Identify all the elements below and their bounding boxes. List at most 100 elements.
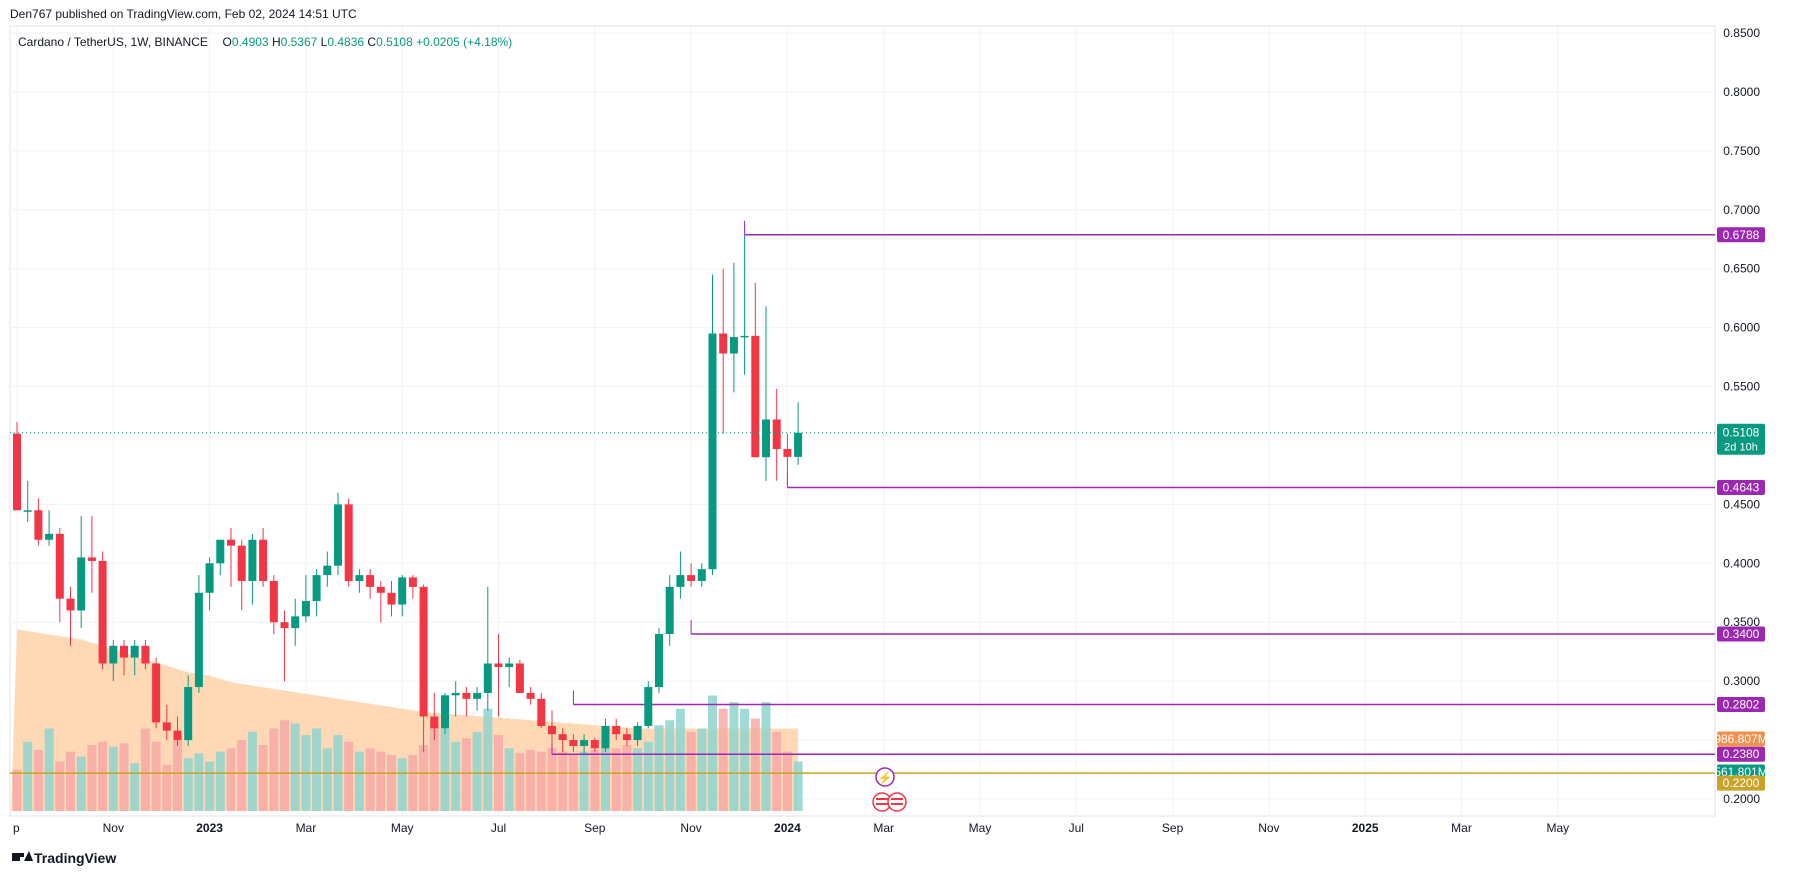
candle-body bbox=[45, 533, 54, 540]
volume-bar bbox=[130, 763, 140, 811]
volume-bar bbox=[87, 745, 97, 811]
volume-bar bbox=[697, 728, 707, 811]
volume-bar bbox=[183, 758, 193, 811]
volume-bar bbox=[23, 741, 33, 811]
volume-bar bbox=[376, 751, 386, 811]
level-badge: 0.4643 bbox=[1723, 481, 1760, 495]
level-badge: 0.2380 bbox=[1723, 747, 1760, 761]
time-tick-label: Mar bbox=[1451, 821, 1472, 835]
symbol-title[interactable]: Cardano / TetherUS, 1W, BINANCE bbox=[18, 35, 208, 49]
price-tick-label: 0.8500 bbox=[1723, 26, 1760, 40]
volume-bar bbox=[654, 725, 664, 811]
change-value: +0.0205 (+4.18%) bbox=[416, 35, 513, 49]
candle-body bbox=[291, 616, 300, 629]
countdown-badge: 2d 10h bbox=[1724, 442, 1758, 454]
price-tick-label: 0.4000 bbox=[1723, 556, 1760, 570]
price-tick-label: 0.6000 bbox=[1723, 321, 1760, 335]
volume-bar bbox=[750, 718, 760, 811]
level-badge-bg bbox=[1717, 626, 1765, 642]
volume-bar bbox=[151, 741, 161, 811]
candle-body bbox=[55, 533, 64, 599]
time-tick-label: Sep bbox=[584, 821, 606, 835]
candle-body bbox=[708, 333, 717, 570]
time-axis[interactable]: p Nov 2023 Mar May Jul Sep Nov 2024 Mar May Jul Sep N… bbox=[13, 821, 1569, 835]
volume-bar bbox=[237, 740, 247, 811]
volume-bar bbox=[12, 769, 22, 811]
candle-body bbox=[130, 645, 139, 658]
candle-body bbox=[205, 563, 214, 593]
volume-bar bbox=[708, 695, 717, 811]
volume-bar bbox=[526, 749, 536, 811]
volume-bar bbox=[568, 754, 578, 811]
volume-bar bbox=[665, 720, 675, 811]
time-tick-label: Nov bbox=[1258, 821, 1279, 835]
time-tick-label: p bbox=[13, 821, 20, 835]
published-line: Den767 published on TradingView.com, Feb… bbox=[10, 7, 357, 21]
time-tick-label: 2025 bbox=[1352, 821, 1379, 835]
volume-bar bbox=[761, 702, 771, 811]
volume-bar bbox=[194, 753, 204, 811]
volume-bar bbox=[643, 741, 653, 811]
volume-bar bbox=[108, 746, 118, 811]
price-axis[interactable]: 0.8500 0.8000 0.7500 0.7000 0.6500 0.6000 0.55… bbox=[1723, 26, 1760, 806]
candle-body bbox=[248, 539, 257, 581]
volume-ma-badge-bg bbox=[1717, 731, 1765, 747]
candle-body bbox=[590, 740, 599, 749]
volume-bar bbox=[226, 748, 236, 811]
time-tick-label: Nov bbox=[680, 821, 701, 835]
candle-body bbox=[280, 622, 289, 629]
time-tick-label: May bbox=[1546, 821, 1569, 835]
volume-bar bbox=[536, 751, 546, 811]
candle-body bbox=[366, 575, 375, 587]
candle-body bbox=[77, 557, 86, 611]
volume-bar bbox=[729, 702, 739, 811]
candle-body bbox=[729, 337, 738, 354]
volume-bar bbox=[247, 731, 257, 811]
candles bbox=[13, 234, 803, 755]
candle-body bbox=[109, 645, 118, 664]
candle-body bbox=[740, 335, 749, 338]
price-tick-label: 0.7000 bbox=[1723, 203, 1760, 217]
open-value: 0.4903 bbox=[231, 35, 269, 49]
low-value: 0.4836 bbox=[327, 35, 365, 49]
volume-bar bbox=[440, 728, 450, 811]
time-tick-label: Jul bbox=[1069, 821, 1084, 835]
time-tick-label: May bbox=[391, 821, 414, 835]
candle-body bbox=[462, 692, 471, 699]
volume-bar bbox=[547, 748, 557, 811]
candle-body bbox=[259, 539, 268, 581]
us-flag-event-icon[interactable] bbox=[872, 792, 907, 812]
candle-body bbox=[419, 586, 428, 717]
candle-body bbox=[184, 687, 193, 741]
candle-body bbox=[87, 557, 96, 561]
volume-bar bbox=[140, 728, 150, 811]
candle-body bbox=[580, 740, 589, 746]
candle-body bbox=[473, 692, 482, 699]
volume-bar bbox=[558, 751, 568, 811]
volume-bar bbox=[793, 761, 803, 811]
volume-bars bbox=[12, 695, 803, 811]
volume-bar bbox=[601, 748, 610, 811]
candle-body bbox=[13, 433, 21, 511]
current-price-badge: 0.5108 bbox=[1723, 426, 1760, 440]
candle-body bbox=[483, 663, 492, 693]
volume-bar bbox=[322, 748, 332, 811]
low-label: L bbox=[320, 35, 328, 49]
horizontal-levels bbox=[10, 220, 1715, 774]
volume-bar bbox=[472, 731, 482, 811]
candle-body bbox=[269, 580, 278, 623]
candle-body bbox=[173, 730, 182, 741]
gold-level-badge: 0.2200 bbox=[1723, 776, 1760, 790]
volume-bar bbox=[397, 758, 407, 811]
level-badge-bg bbox=[1717, 696, 1765, 712]
volume-bar bbox=[419, 745, 429, 811]
time-tick-label: Sep bbox=[1162, 821, 1184, 835]
volume-bar bbox=[772, 731, 782, 811]
high-value: 0.5367 bbox=[280, 35, 318, 49]
volume-bar bbox=[740, 708, 750, 811]
volume-bar bbox=[622, 745, 632, 811]
lightning-event-icon[interactable]: ⚡ bbox=[875, 767, 895, 787]
volume-badge: 561.801M bbox=[1714, 765, 1767, 779]
candle-body bbox=[772, 419, 781, 449]
